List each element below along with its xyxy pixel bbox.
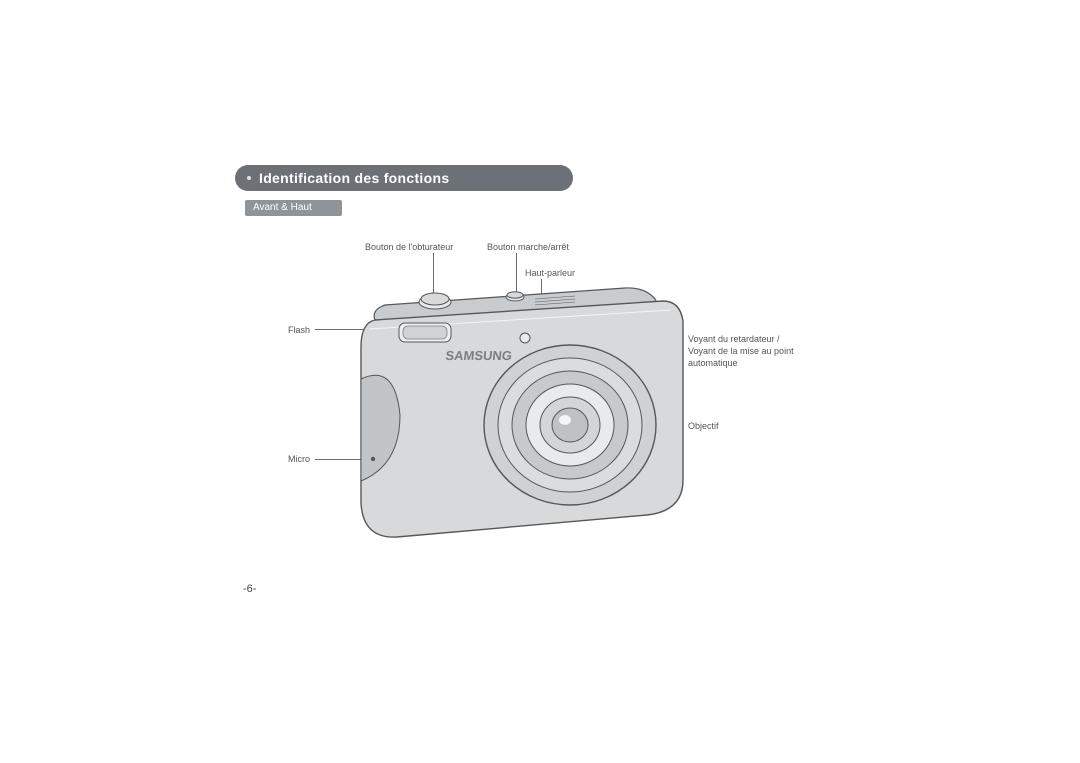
section-heading: Avant & Haut: [245, 200, 342, 216]
label-led: Voyant du retardateur / Voyant de la mis…: [688, 333, 794, 369]
label-mic: Micro: [288, 453, 310, 465]
page-number: -6-: [243, 583, 256, 595]
label-flash: Flash: [288, 324, 310, 336]
manual-page: Identification des fonctions Avant & Hau…: [235, 165, 845, 595]
camera-illustration: SAMSUNG: [345, 285, 695, 555]
label-shutter: Bouton de l'obturateur: [365, 241, 453, 253]
title-bar: Identification des fonctions: [235, 165, 573, 191]
camera-diagram: Bouton de l'obturateur Bouton marche/arr…: [235, 225, 845, 565]
svg-text:SAMSUNG: SAMSUNG: [445, 348, 513, 363]
bullet-icon: [247, 176, 251, 180]
label-speaker: Haut-parleur: [525, 267, 575, 279]
page-title: Identification des fonctions: [259, 170, 449, 186]
label-power: Bouton marche/arrêt: [487, 241, 569, 253]
